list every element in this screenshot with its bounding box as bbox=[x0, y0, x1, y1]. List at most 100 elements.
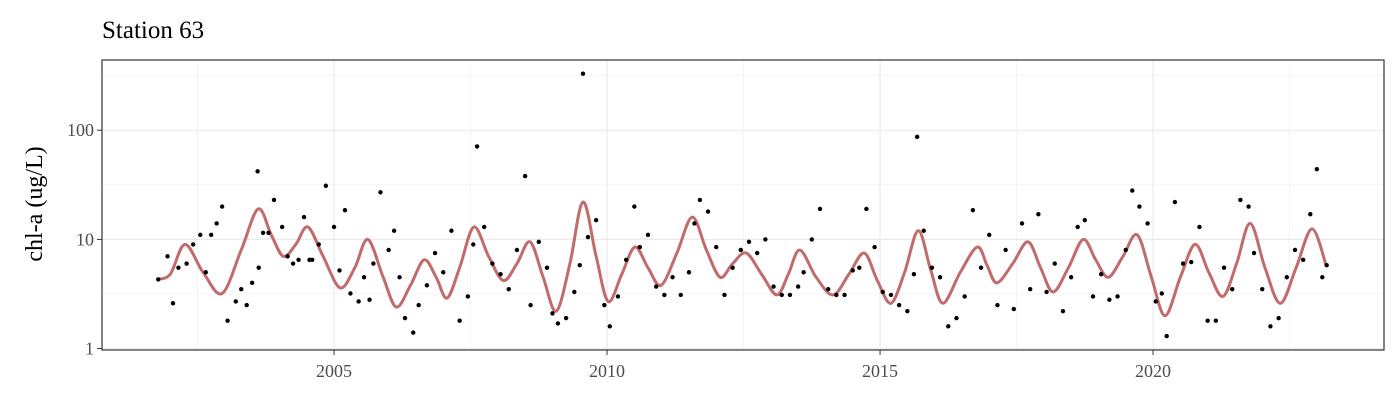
point bbox=[402, 315, 408, 321]
point bbox=[1145, 221, 1150, 226]
point bbox=[995, 302, 1000, 308]
point bbox=[692, 221, 697, 226]
point bbox=[498, 271, 503, 277]
point bbox=[970, 208, 976, 213]
point bbox=[441, 270, 446, 275]
point bbox=[1098, 271, 1104, 277]
point bbox=[514, 247, 520, 253]
point bbox=[1036, 212, 1041, 217]
point bbox=[1082, 217, 1087, 223]
point bbox=[623, 257, 629, 263]
point bbox=[391, 228, 397, 233]
point bbox=[1284, 275, 1290, 280]
point bbox=[290, 261, 296, 266]
point bbox=[256, 265, 261, 270]
point bbox=[1172, 199, 1178, 205]
point bbox=[978, 265, 984, 270]
point bbox=[795, 284, 801, 289]
point bbox=[914, 134, 920, 140]
point bbox=[880, 289, 885, 295]
point bbox=[1238, 197, 1243, 203]
point bbox=[544, 265, 550, 270]
point bbox=[356, 299, 361, 304]
point bbox=[714, 244, 719, 250]
point bbox=[911, 271, 917, 277]
point bbox=[244, 302, 249, 308]
point bbox=[1107, 297, 1112, 302]
point bbox=[367, 297, 372, 302]
point bbox=[1090, 294, 1096, 299]
point bbox=[219, 204, 225, 209]
point bbox=[361, 275, 367, 280]
point bbox=[842, 292, 847, 298]
point bbox=[662, 292, 667, 298]
point bbox=[184, 261, 189, 266]
point bbox=[746, 239, 752, 245]
point bbox=[705, 209, 711, 214]
x-tick-label: 2015 bbox=[862, 361, 898, 381]
point bbox=[787, 292, 793, 298]
point bbox=[301, 214, 307, 220]
plot-background bbox=[102, 60, 1384, 350]
point bbox=[1052, 261, 1057, 266]
point bbox=[593, 217, 599, 223]
point bbox=[1260, 286, 1265, 292]
point bbox=[348, 291, 353, 296]
point bbox=[555, 321, 561, 326]
point bbox=[285, 254, 290, 259]
point bbox=[536, 239, 541, 245]
point bbox=[1159, 291, 1164, 296]
point bbox=[208, 232, 214, 238]
point bbox=[1003, 247, 1008, 253]
point bbox=[170, 301, 176, 306]
point bbox=[331, 224, 337, 230]
point bbox=[1300, 257, 1306, 263]
point bbox=[771, 284, 776, 289]
point bbox=[722, 292, 727, 298]
point bbox=[962, 294, 967, 299]
point bbox=[337, 268, 342, 273]
point bbox=[1189, 259, 1194, 265]
point bbox=[1213, 318, 1219, 323]
point bbox=[580, 71, 586, 76]
grid bbox=[102, 60, 1384, 350]
point bbox=[864, 206, 869, 212]
point bbox=[1324, 263, 1329, 268]
point bbox=[779, 292, 784, 298]
point bbox=[1011, 306, 1017, 312]
point bbox=[506, 286, 511, 292]
axes: 2005 2010 2015 2020 1 10 100 bbox=[67, 59, 1385, 381]
point bbox=[1115, 294, 1120, 299]
point bbox=[954, 315, 959, 321]
point bbox=[857, 265, 862, 270]
point bbox=[190, 242, 196, 247]
point bbox=[1068, 275, 1074, 280]
point bbox=[1180, 261, 1186, 266]
point bbox=[1044, 289, 1049, 295]
point bbox=[386, 247, 391, 253]
point bbox=[607, 324, 612, 329]
point bbox=[156, 277, 161, 282]
point bbox=[572, 289, 577, 295]
point bbox=[678, 292, 683, 298]
point bbox=[1019, 221, 1025, 226]
point bbox=[203, 270, 208, 275]
point bbox=[239, 286, 244, 292]
point bbox=[342, 208, 348, 213]
point bbox=[490, 261, 495, 266]
point bbox=[754, 250, 760, 256]
point bbox=[165, 254, 170, 259]
point bbox=[670, 275, 675, 280]
point bbox=[1276, 315, 1281, 321]
point bbox=[271, 197, 277, 203]
point bbox=[1060, 308, 1066, 314]
point bbox=[432, 250, 438, 256]
point bbox=[1246, 204, 1251, 209]
point bbox=[522, 173, 528, 179]
point bbox=[1205, 318, 1210, 323]
point bbox=[424, 283, 430, 288]
point bbox=[730, 265, 735, 270]
point bbox=[416, 302, 421, 308]
point bbox=[929, 265, 935, 270]
y-axis-label: chl-a (ug/L) bbox=[22, 146, 48, 261]
